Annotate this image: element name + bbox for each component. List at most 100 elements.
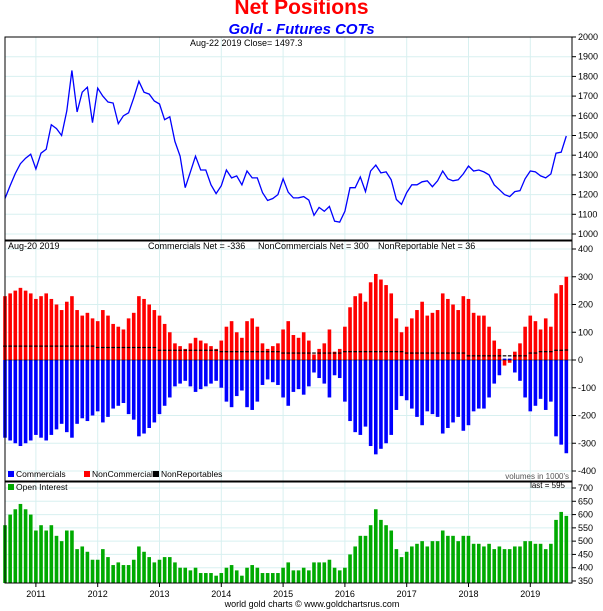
legend-swatch-nonreportables — [153, 471, 159, 477]
commercials-bar — [49, 360, 54, 435]
noncommercials-bar — [451, 304, 455, 360]
open-interest-bar — [564, 515, 569, 583]
commercials-bar — [270, 360, 275, 383]
nonreportables-mark — [111, 346, 115, 349]
commercials-bar — [348, 360, 352, 422]
nonreportables-mark — [193, 349, 198, 351]
open-interest-bar — [75, 549, 79, 583]
open-interest-bar — [234, 570, 239, 583]
x-tick-label: 2011 — [26, 589, 45, 599]
open-interest-bar — [389, 530, 394, 583]
commercials-bar — [425, 360, 430, 412]
y-tick-label: 1700 — [578, 91, 598, 101]
noncommercials-bar — [379, 279, 383, 360]
open-interest-bar — [415, 543, 419, 583]
nonreportables-mark — [399, 351, 404, 353]
commercials-bar — [518, 360, 522, 381]
footer-credit: world gold charts © www.goldchartsrus.co… — [224, 599, 400, 609]
open-interest-bar — [482, 546, 486, 583]
commercials-bar — [404, 360, 409, 401]
commercials-bar — [126, 360, 131, 415]
noncommercials-bar — [487, 326, 491, 360]
y-tick-label: -200 — [578, 411, 596, 421]
nonreportables-mark — [131, 346, 136, 349]
nonreportables-mark — [337, 352, 342, 354]
net-summary: NonCommercials Net = 300 — [258, 241, 369, 251]
open-interest-bar — [209, 573, 213, 583]
commercials-bar — [343, 360, 347, 402]
nonreportables-mark — [353, 351, 357, 353]
open-interest-bar — [543, 549, 548, 583]
open-interest-bar — [142, 551, 146, 583]
nonreportables-mark — [260, 351, 265, 353]
commercials-bar — [234, 360, 239, 397]
commercials-bar — [178, 360, 182, 384]
commercials-bar — [507, 358, 512, 360]
open-interest-bar — [301, 567, 306, 583]
nonreportables-mark — [549, 351, 553, 353]
noncommercials-bar — [147, 304, 151, 360]
commercials-bar — [430, 360, 435, 415]
nonreportables-mark — [317, 352, 321, 354]
nonreportables-mark — [507, 355, 512, 357]
open-interest-bar — [8, 514, 12, 583]
open-interest-bar — [59, 541, 64, 583]
y-tick-label: 1300 — [578, 170, 598, 180]
nonreportables-mark — [204, 349, 208, 351]
commercials-bar — [456, 360, 460, 417]
commercials-bar — [410, 360, 414, 409]
nonreportables-mark — [291, 352, 296, 354]
commercials-bar — [265, 360, 270, 380]
commercials-bar — [111, 360, 115, 409]
open-interest-bar — [224, 567, 229, 583]
y-tick-label: 350 — [578, 576, 593, 586]
open-interest-bar — [554, 519, 558, 583]
open-interest-bar — [265, 573, 270, 583]
nonreportables-mark — [379, 351, 383, 353]
noncommercials-bar — [476, 315, 481, 360]
y-tick-label: -300 — [578, 438, 596, 448]
open-interest-bar — [533, 543, 538, 583]
commercials-bar — [322, 360, 327, 384]
x-tick-label: 2014 — [211, 589, 231, 599]
commercials-bar — [301, 360, 306, 395]
price-line — [4, 70, 567, 223]
noncommercials-bar — [54, 304, 59, 360]
commercials-bar — [353, 360, 357, 433]
open-interest-bar — [466, 535, 471, 583]
commercials-bar — [75, 360, 79, 424]
open-interest-bar — [440, 530, 445, 583]
y-tick-label: -400 — [578, 466, 596, 476]
commercials-bar — [173, 360, 177, 387]
commercials-bar — [487, 360, 491, 398]
nonreportables-mark — [229, 351, 234, 353]
open-interest-bar — [116, 562, 121, 583]
open-interest-bar — [353, 546, 357, 583]
commercials-bar — [116, 360, 121, 406]
noncommercials-bar — [538, 329, 543, 360]
nonreportables-mark — [502, 355, 507, 357]
commercials-bar — [157, 360, 162, 415]
noncommercials-bar — [353, 296, 357, 360]
noncommercials-bar — [507, 360, 512, 363]
commercials-bar — [39, 360, 43, 438]
y-tick-label: 550 — [578, 523, 593, 533]
noncommercials-bar — [204, 343, 208, 360]
noncommercials-bar — [373, 273, 378, 360]
noncommercials-bar — [245, 321, 249, 360]
nonreportables-mark — [8, 345, 12, 347]
commercials-bar — [137, 360, 141, 437]
nonreportables-mark — [559, 349, 563, 351]
commercials-bar — [167, 360, 172, 398]
noncommercials-bar — [8, 293, 12, 360]
nonreportables-mark — [538, 351, 543, 353]
commercials-bar — [95, 360, 100, 412]
open-interest-bar — [507, 549, 512, 583]
nonreportables-mark — [307, 352, 311, 354]
open-interest-bar — [373, 509, 378, 583]
noncommercials-bar — [229, 321, 234, 360]
noncommercials-bar — [482, 315, 486, 360]
open-interest-bar — [451, 535, 455, 583]
open-interest-bar — [363, 535, 368, 583]
commercials-bar — [435, 360, 440, 417]
